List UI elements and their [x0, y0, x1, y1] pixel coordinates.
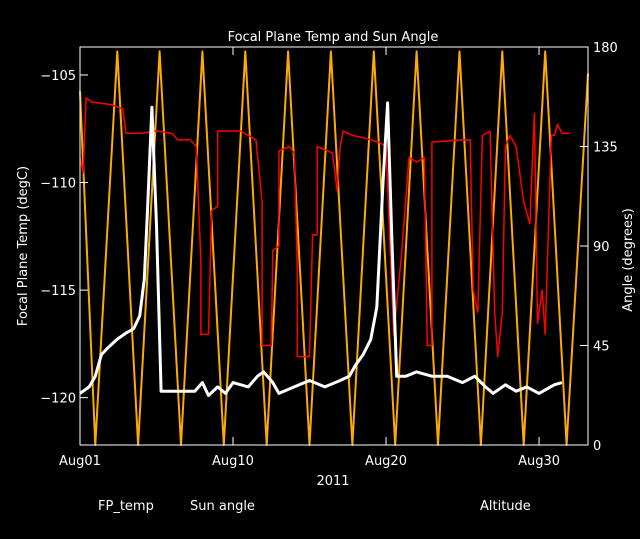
chart-title: Focal Plane Temp and Sun Angle [228, 30, 439, 45]
series-sun-angle-line [79, 97, 570, 358]
x-tick-label-2: Aug20 [365, 454, 407, 469]
y-right-tick-label-3: 135 [593, 141, 618, 156]
y-left-tick-label-1: −110 [40, 177, 76, 192]
ticks-layer: −105 −110 −115 −120 0 45 90 135 180 Aug01 Aug10 Aug… [40, 41, 618, 469]
series-altitude-line [79, 50, 589, 446]
y-left-tick-label-3: −120 [40, 392, 76, 407]
x-tick-label-0: Aug01 [59, 454, 101, 469]
x-tick-label-1: Aug10 [212, 454, 254, 469]
y-right-tick-label-0: 0 [593, 439, 601, 454]
series-layer [79, 50, 589, 446]
y-axis-left-label: Focal Plane Temp (degC) [16, 166, 31, 326]
y-left-tick-label-2: −115 [40, 284, 76, 299]
x-axis-label: 2011 [316, 474, 349, 489]
legend-fp-temp: FP_temp [98, 499, 154, 514]
x-tick-label-3: Aug30 [518, 454, 560, 469]
legend-altitude: Altitude [480, 499, 531, 514]
series-fp-temp-line [79, 101, 563, 397]
y-axis-right-label: Angle (degrees) [621, 208, 636, 312]
y-right-tick-label-2: 90 [593, 240, 610, 255]
y-right-tick-label-4: 180 [593, 41, 618, 56]
y-right-tick-label-1: 45 [593, 340, 610, 355]
legend-sun-angle: Sun angle [190, 499, 255, 514]
y-left-tick-label-0: −105 [40, 69, 76, 84]
